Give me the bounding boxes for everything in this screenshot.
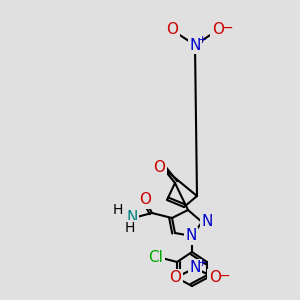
Text: O: O bbox=[153, 160, 165, 175]
Text: H: H bbox=[125, 221, 135, 235]
Text: N: N bbox=[189, 260, 201, 275]
Text: H: H bbox=[113, 203, 123, 217]
Text: +: + bbox=[197, 35, 207, 45]
Text: O: O bbox=[139, 193, 151, 208]
Text: N: N bbox=[185, 229, 197, 244]
Text: −: − bbox=[218, 269, 230, 283]
Text: O: O bbox=[209, 271, 221, 286]
Text: +: + bbox=[197, 258, 207, 268]
Text: O: O bbox=[169, 271, 181, 286]
Text: O: O bbox=[212, 22, 224, 38]
Text: −: − bbox=[221, 21, 233, 35]
Text: Cl: Cl bbox=[148, 250, 164, 265]
Text: N: N bbox=[126, 211, 138, 226]
Text: O: O bbox=[166, 22, 178, 38]
Text: N: N bbox=[189, 38, 201, 52]
Text: N: N bbox=[201, 214, 213, 230]
